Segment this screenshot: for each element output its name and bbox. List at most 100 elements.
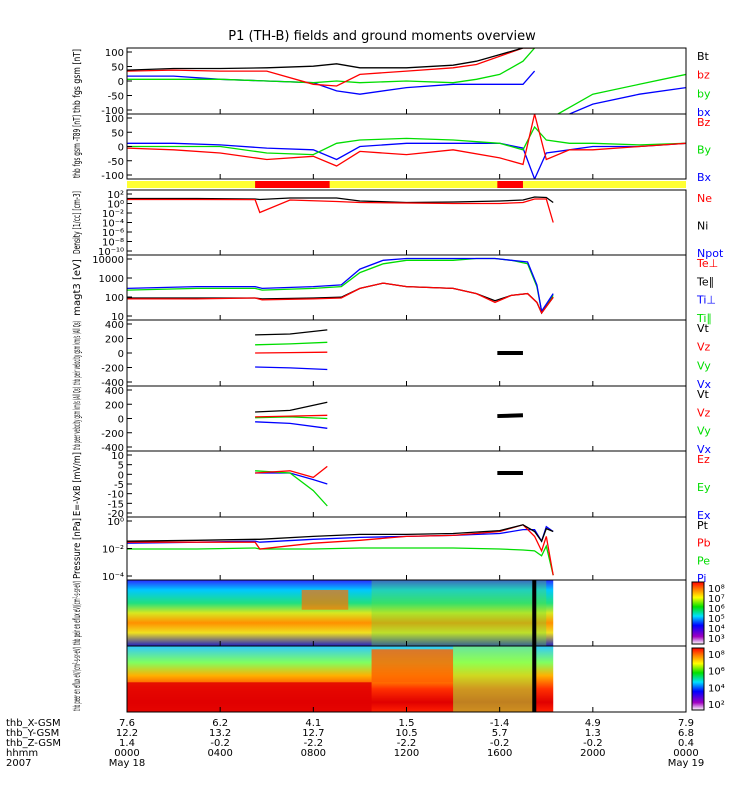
legend-entry: Pt (697, 519, 709, 532)
colorbar-tick-label: 10⁴ (708, 624, 725, 635)
colorbar-tick-label: 10⁸ (708, 584, 725, 595)
ephemeris-value: -0.2 (583, 738, 603, 749)
x-tick-label: 0000 (673, 748, 698, 759)
y-tick-label: -400 (101, 443, 124, 454)
ephemeris-value: 5.7 (492, 728, 508, 739)
series-line-bz (127, 48, 686, 86)
ephemeris-row-label: thb_X-GSM (6, 718, 61, 729)
spectrogram-tail-region (371, 580, 547, 646)
series-line-Ez (255, 465, 328, 479)
ephemeris-value: 1.3 (585, 728, 601, 739)
date-end: May 19 (668, 758, 705, 769)
ephemeris-value: 4.9 (585, 718, 601, 729)
series-group (127, 114, 686, 179)
series-line-By (127, 125, 686, 156)
series-group (255, 465, 523, 507)
y-axis-label: thb peer velocity gsm km/s (All Qs) (72, 387, 83, 450)
year-label: 2007 (6, 758, 31, 769)
ephemeris-value: 12.7 (302, 728, 324, 739)
ephemeris-value: -1.4 (490, 718, 510, 729)
y-tick-label: 50 (111, 63, 124, 74)
y-tick-label: 200 (105, 400, 124, 411)
y-tick-label: 10² (107, 190, 124, 201)
y-tick-label: -400 (101, 378, 124, 389)
legend-entry: Npot (697, 247, 724, 260)
ephemeris-value: 1.5 (399, 718, 415, 729)
series-line-Vx (255, 421, 328, 429)
y-tick-label: 10⁻⁴ (102, 219, 124, 230)
colorbar-tick-label: 10³ (708, 634, 725, 645)
series-line-Vx (255, 366, 328, 371)
y-axis-label: thb peir en eflux eV/(cm²-s-sr-eV) (72, 581, 83, 645)
panel-frame (126, 319, 687, 387)
x-axis: thb_X-GSM 7.6 6.2 4.1 1.5 -1.4 4.9 7.9 thb_Y-GSM… (6, 718, 704, 769)
series-group (127, 196, 554, 223)
series-line-by (127, 48, 686, 114)
panel-8: 10⁰ 10⁻² 10⁻⁴ Pt Pb Pe Pi Pressure [nPa] (72, 516, 711, 585)
series-line-Ne (127, 198, 554, 223)
ephemeris-value: 7.9 (678, 718, 694, 729)
series-group (127, 257, 554, 315)
y-tick-label: 100 (105, 114, 124, 125)
y-tick-label: -15 (108, 499, 124, 510)
ephemeris-value: 10.5 (395, 728, 417, 739)
ephemeris-value: 4.1 (305, 718, 321, 729)
legend-entry: Vt (697, 322, 710, 335)
y-tick-label: 200 (105, 335, 124, 346)
series-line-Vt (255, 329, 328, 336)
legend-entry: Bx (697, 171, 712, 184)
colorbar-tick-label: 10⁷ (708, 594, 725, 605)
panel-5: 400 200 0 -200 -400 Vt Vz Vy Vx thb peir velocity… (72, 319, 712, 391)
panel-frame (126, 450, 687, 518)
y-tick-label: 400 (105, 386, 124, 397)
legend-entry: Vz (697, 406, 711, 419)
y-tick-label: 400 (105, 320, 124, 331)
y-tick-label: 1000 (99, 274, 124, 285)
series-group (255, 401, 524, 429)
legend-entry: Ex (697, 509, 711, 522)
legend-entry: Vt (697, 388, 710, 401)
spectrogram-hot-region (301, 589, 349, 610)
hhmm-label: hhmm (6, 748, 38, 759)
series-line-Bz (127, 114, 686, 167)
y-tick-label: 100 (105, 293, 124, 304)
legend-entry: Te∥ (696, 275, 714, 288)
y-axis-label: Density [1/cc] [cm-3] (72, 191, 83, 254)
x-tick-label: 2000 (580, 748, 605, 759)
x-tick-label: 0800 (301, 748, 326, 759)
panel-frame (126, 254, 687, 321)
ephemeris-value: 6.8 (678, 728, 694, 739)
y-tick-label: 10⁻⁴ (102, 572, 124, 583)
y-tick-label: -50 (108, 157, 124, 168)
y-tick-label: -100 (101, 171, 124, 182)
x-tick-label: 1600 (487, 748, 512, 759)
y-axis-label: E=-VxB [mV/m] (72, 452, 83, 516)
series-line-Te⊥ (127, 282, 554, 315)
y-tick-label: -50 (108, 92, 124, 103)
series-line-Vt (255, 401, 328, 413)
legend-entry: Pb (697, 537, 711, 550)
colorbar-tick-label: 10⁶ (708, 667, 725, 678)
series-line-Vy (255, 416, 328, 420)
status-bar (127, 181, 686, 188)
legend-entry: Pe (697, 554, 710, 567)
y-tick-label: 10 (111, 312, 124, 323)
colorbar-tick-label: 10⁵ (708, 614, 725, 625)
legend-entry: By (697, 144, 712, 157)
series-line-Ni (127, 196, 554, 204)
y-tick-label: 10⁻² (102, 545, 124, 556)
legend-entry: Ey (697, 481, 711, 494)
colorbar-tick-label: 10⁴ (708, 683, 725, 694)
panel-1: 100 50 0 -50 -100 Bt bz by bx thb fgs gsm [nT] (72, 47, 711, 119)
y-tick-label: -200 (101, 364, 124, 375)
legend-entry: Bt (697, 50, 710, 63)
spectrogram-dropout-line (532, 646, 537, 712)
y-axis-label: magt3 [eV] (72, 259, 83, 316)
y-tick-label: -200 (101, 429, 124, 440)
spectrogram-tail-region (453, 646, 535, 712)
ephemeris-value: -0.2 (210, 738, 230, 749)
x-tick-label: 0400 (207, 748, 232, 759)
y-tick-label: 0 (118, 415, 124, 426)
status-bar-base (127, 181, 686, 188)
